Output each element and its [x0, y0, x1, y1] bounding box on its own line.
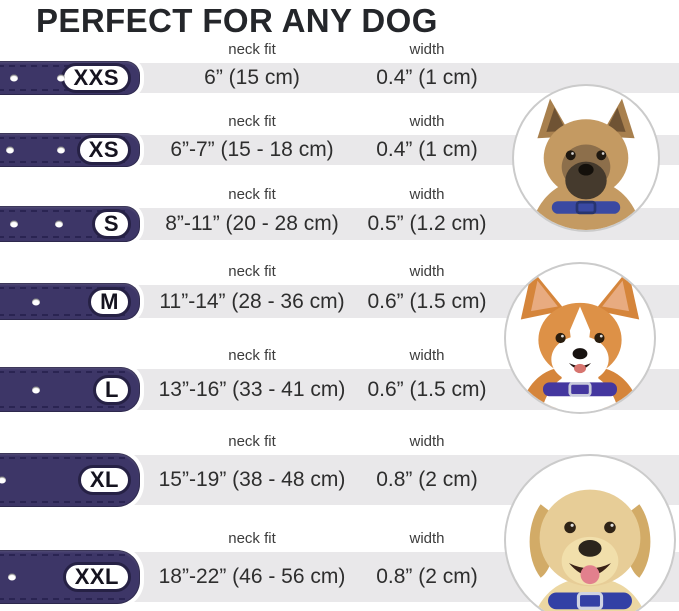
stitch-line: [0, 89, 130, 91]
neck-fit-value: 8”-11” (20 - 28 cm): [165, 212, 339, 235]
stitch-line: [0, 236, 130, 238]
stitch-line: [0, 65, 130, 67]
dog-photo-labrador: [504, 454, 676, 611]
terrier-illustration: [530, 98, 642, 230]
width-value: 0.8” (2 cm): [376, 468, 478, 491]
stitch-line: [0, 287, 130, 289]
width-value: 0.6” (1.5 cm): [367, 378, 487, 401]
neck-fit-value: 6” (15 cm): [204, 66, 300, 89]
collar-hole: [6, 146, 14, 154]
width-column-label: width: [409, 347, 445, 364]
width-column-label: width: [409, 186, 445, 203]
width-value: 0.6” (1.5 cm): [367, 290, 487, 313]
collar-hole: [57, 146, 65, 154]
neck-fit-column-label: neck fit: [228, 347, 276, 364]
stitch-line: [0, 161, 130, 163]
collar-hole: [8, 573, 16, 581]
size-badge: S: [91, 209, 131, 239]
size-badge: XXS: [61, 63, 131, 93]
size-badge: M: [88, 286, 131, 317]
collar-strap: XS: [0, 133, 140, 167]
width-column-label: width: [409, 113, 445, 130]
collar-hole: [57, 74, 65, 82]
collar-strap: XXL: [0, 550, 140, 604]
width-value: 0.5” (1.2 cm): [367, 212, 487, 235]
dog-photo-terrier: [512, 84, 660, 232]
collar-strap: XXS: [0, 61, 140, 95]
stitch-line: [0, 371, 130, 373]
width-column-label: width: [409, 530, 445, 547]
stitch-line: [0, 314, 130, 316]
width-value: 0.8” (2 cm): [376, 565, 478, 588]
corgi-illustration: [518, 269, 642, 412]
neck-fit-column-label: neck fit: [228, 41, 276, 58]
neck-fit-value: 15”-19” (38 - 48 cm): [158, 468, 346, 491]
width-column-label: width: [409, 263, 445, 280]
neck-fit-value: 18”-22” (46 - 56 cm): [158, 565, 346, 588]
stitch-line: [0, 598, 130, 600]
terrier-collar: [551, 201, 621, 214]
collar-strap: S: [0, 206, 140, 242]
neck-fit-column-label: neck fit: [228, 113, 276, 130]
corgi-collar: [543, 382, 617, 397]
neck-fit-value: 11”-14” (28 - 36 cm): [159, 290, 345, 313]
stitch-line: [0, 406, 130, 408]
width-column-label: width: [409, 433, 445, 450]
width-value: 0.4” (1 cm): [376, 138, 478, 161]
collar-strap: L: [0, 367, 140, 412]
neck-fit-column-label: neck fit: [228, 186, 276, 203]
size-badge: XXL: [62, 562, 131, 592]
neck-fit-column-label: neck fit: [228, 263, 276, 280]
neck-fit-column-label: neck fit: [228, 530, 276, 547]
size-badge: XS: [76, 135, 131, 165]
size-badge: L: [93, 374, 131, 405]
width-column-label: width: [409, 41, 445, 58]
collar-hole: [32, 386, 40, 393]
collar-strap: XL: [0, 453, 140, 507]
labrador-illustration: [529, 489, 651, 611]
neck-fit-value: 6”-7” (15 - 18 cm): [170, 138, 334, 161]
stitch-line: [0, 501, 130, 503]
dog-photo-corgi: [504, 262, 656, 414]
stitch-line: [0, 210, 130, 212]
neck-fit-value: 13”-16” (33 - 41 cm): [158, 378, 346, 401]
collar-strap: M: [0, 283, 140, 320]
collar-hole: [55, 220, 63, 228]
size-badge: XL: [77, 465, 131, 495]
collar-hole: [32, 298, 40, 305]
collar-hole: [0, 476, 6, 484]
stitch-line: [0, 457, 130, 459]
collar-hole: [10, 74, 18, 82]
page-title: PERFECT FOR ANY DOG: [36, 2, 438, 39]
stitch-line: [0, 554, 130, 556]
labrador-collar: [548, 592, 632, 610]
width-value: 0.4” (1 cm): [376, 66, 478, 89]
collar-hole: [10, 220, 18, 228]
neck-fit-column-label: neck fit: [228, 433, 276, 450]
stitch-line: [0, 137, 130, 139]
